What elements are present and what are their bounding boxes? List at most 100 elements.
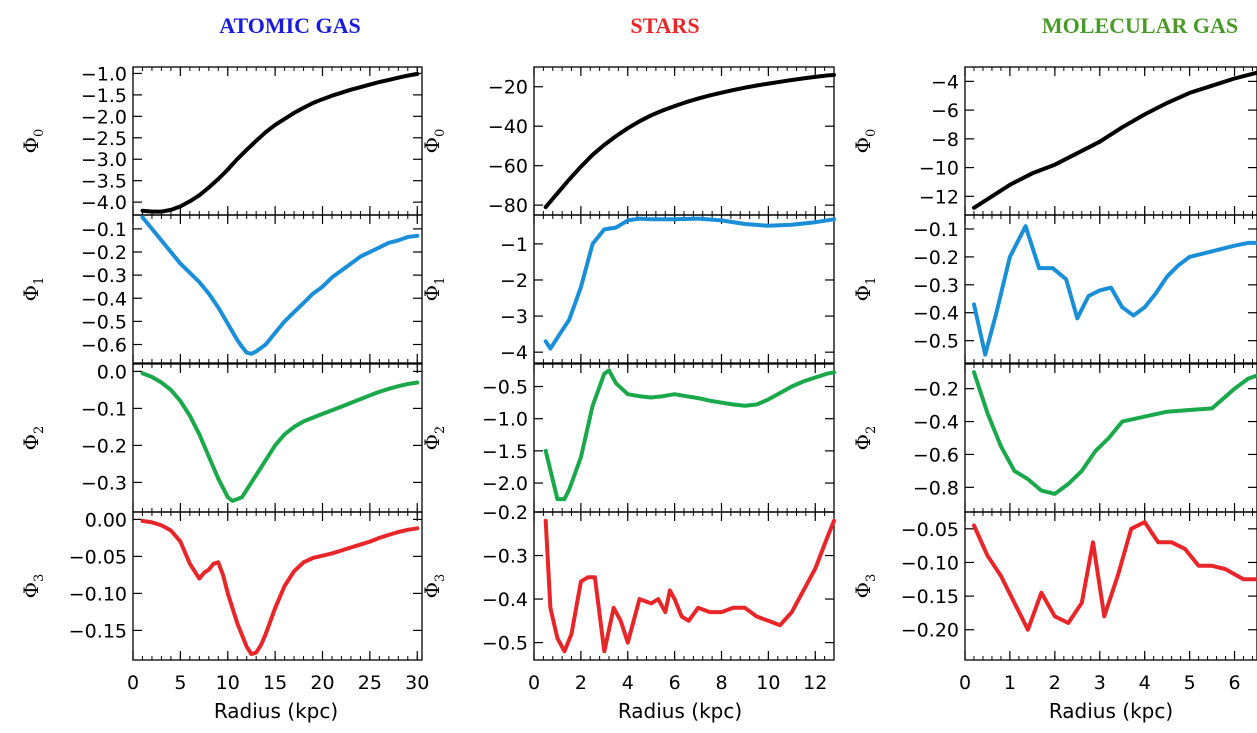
y-tick-label: −0.2 <box>913 379 959 401</box>
y-tick-label: −3 <box>500 306 528 328</box>
y-axis-label-symbol: Φ <box>420 582 444 598</box>
y-tick-label: −0.8 <box>913 477 959 499</box>
y-axis-label-subscript: 0 <box>433 129 448 137</box>
column-title: ATOMIC GAS <box>219 13 361 38</box>
x-tick-label: 12 <box>803 672 827 694</box>
y-tick-label: −0.15 <box>69 620 127 642</box>
series-line <box>543 216 836 351</box>
y-axis-label-symbol: Φ <box>420 137 444 153</box>
y-tick-label: −4.0 <box>81 192 127 214</box>
y-tick-label: −2 <box>500 270 528 292</box>
x-axis-label: Radius (kpc) <box>214 699 338 723</box>
y-tick-label: −0.10 <box>69 583 127 605</box>
y-axis-label: Φ2 <box>19 426 47 451</box>
y-axis-label-subscript: 2 <box>433 426 448 434</box>
y-tick-label: −0.10 <box>901 552 959 574</box>
y-axis-label-symbol: Φ <box>851 137 875 153</box>
y-axis-label: Φ2 <box>420 426 448 451</box>
y-tick-label: −0.4 <box>81 288 127 310</box>
series-line <box>972 370 1257 496</box>
y-axis-label-symbol: Φ <box>19 582 43 598</box>
y-axis-label: Φ1 <box>420 277 448 302</box>
series-line <box>972 70 1257 210</box>
y-tick-label: −4 <box>931 71 959 93</box>
x-tick-label: 10 <box>756 672 780 694</box>
column-title: STARS <box>630 13 699 38</box>
y-axis-label: Φ3 <box>19 574 47 599</box>
x-tick-label: 20 <box>310 672 334 694</box>
y-tick-label: −1.5 <box>482 441 528 463</box>
panel-0: −80 −60 −40 −20 Φ0 <box>420 66 836 217</box>
y-tick-label: −0.5 <box>81 311 127 333</box>
y-tick-label: −40 <box>488 116 528 138</box>
y-tick-label: −0.4 <box>913 303 959 325</box>
y-tick-label: −2.5 <box>81 128 127 150</box>
x-tick-label: 10 <box>216 672 240 694</box>
y-axis-label-symbol: Φ <box>420 434 444 450</box>
y-axis-label-symbol: Φ <box>19 434 43 450</box>
panel-frame <box>132 214 423 364</box>
y-axis-label-subscript: 3 <box>433 574 448 582</box>
y-axis-label-subscript: 1 <box>32 277 47 285</box>
y-tick-label: −20 <box>488 77 528 99</box>
series-line <box>140 71 420 214</box>
panel-1: −0.5 −0.4 −0.3 −0.2 −0.1 Φ1 <box>851 214 1257 364</box>
series-line <box>140 371 420 503</box>
x-tick-label: 0 <box>959 672 971 694</box>
y-tick-label: −8 <box>931 129 959 151</box>
y-axis-label-symbol: Φ <box>851 434 875 450</box>
y-tick-label: −0.15 <box>901 586 959 608</box>
panel-2: −2.0 −1.5 −1.0 −0.5 Φ2 <box>420 363 836 513</box>
y-tick-label: −1.0 <box>81 63 127 85</box>
chart-column-2: MOLECULAR GAS−12−10−8−6−4Φ0−0.5−0.4−0.3−… <box>851 13 1257 723</box>
chart-column-0: ATOMIC GAS−4.0−3.5−3.0−2.5−2.0−1.5−1.0Φ0… <box>19 13 429 723</box>
panel-3: −0.15 −0.10 −0.05 0.00 Φ3 <box>19 509 423 661</box>
x-tick-label: 2 <box>1049 672 1061 694</box>
x-axis-label: Radius (kpc) <box>1049 699 1173 723</box>
series-line <box>140 518 420 657</box>
panel-frame <box>132 511 423 661</box>
panel-frame <box>132 363 423 513</box>
y-tick-label: −80 <box>488 195 528 217</box>
y-axis-label-symbol: Φ <box>420 285 444 301</box>
y-tick-label: −0.5 <box>482 633 528 655</box>
panel-1: −4 −3 −2 −1 Φ1 <box>420 214 836 364</box>
x-tick-label: 5 <box>174 672 186 694</box>
y-axis-label: Φ0 <box>851 129 879 154</box>
panel-frame <box>533 66 835 216</box>
y-tick-label: 0.0 <box>97 361 127 383</box>
y-axis-label-symbol: Φ <box>851 582 875 598</box>
x-tick-label: 6 <box>669 672 681 694</box>
chart-column-1: STARS−80−60−40−20Φ0−4−3−2−1Φ1−2.0−1.5−1.… <box>420 13 836 723</box>
y-tick-label: −4 <box>500 342 528 364</box>
x-tick-label: 25 <box>358 672 382 694</box>
x-tick-label: 0 <box>127 672 139 694</box>
y-tick-label: −2.0 <box>81 106 127 128</box>
y-tick-label: 0.00 <box>85 509 127 531</box>
panel-3: −0.20 −0.15 −0.10 −0.05 Φ3 <box>851 511 1257 661</box>
y-axis-label: Φ1 <box>19 277 47 302</box>
y-tick-label: −0.1 <box>81 398 127 420</box>
y-tick-label: −1.5 <box>81 85 127 107</box>
series-line <box>972 520 1257 632</box>
y-tick-label: −0.20 <box>901 620 959 642</box>
y-axis-label-subscript: 2 <box>32 426 47 434</box>
y-tick-label: −0.05 <box>901 519 959 541</box>
x-tick-label: 1 <box>1004 672 1016 694</box>
series-line <box>543 518 836 654</box>
column-title: MOLECULAR GAS <box>1042 13 1238 38</box>
panel-1: −0.6−0.5−0.4−0.3−0.2−0.1 Φ1 <box>19 214 423 364</box>
series-line <box>972 224 1257 357</box>
panel-2: −0.8 −0.6 −0.4 −0.2 Φ2 <box>851 363 1257 513</box>
panel-frame <box>964 66 1257 216</box>
y-tick-label: −0.2 <box>81 435 127 457</box>
y-tick-label: −0.2 <box>913 247 959 269</box>
x-tick-label: 15 <box>263 672 287 694</box>
y-tick-label: −0.1 <box>81 219 127 241</box>
x-tick-label: 0 <box>528 672 540 694</box>
panel-frame <box>964 511 1257 661</box>
y-tick-label: −0.3 <box>81 472 127 494</box>
y-axis-label: Φ1 <box>851 277 879 302</box>
y-tick-label: −10 <box>919 158 959 180</box>
